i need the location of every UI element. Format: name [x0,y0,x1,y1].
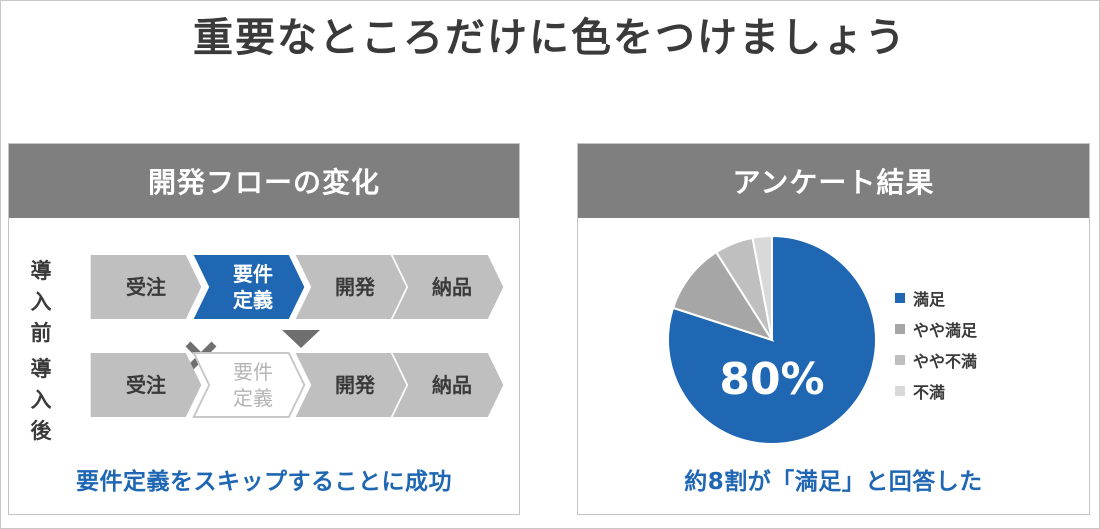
down-arrow-icon [282,330,320,348]
flow-step-label: 開発 [335,373,375,397]
pie-slice-1 [667,234,877,445]
legend-swatch [895,354,905,365]
legend-item-3: やや不満 [895,344,977,375]
flow-step-before-4: 納品 [391,254,505,320]
legend-label: 満足 [913,289,946,309]
flow-step-label: 受注 [126,275,166,299]
survey-caption: 約8割が「満足」と回答した [684,469,983,495]
flow-step-label: 納品 [432,275,472,299]
pie-slice-2 [671,250,775,342]
pie-slice-4 [751,234,773,341]
legend-label: やや不満 [913,351,978,371]
flow-step-before-1: 受注 [89,254,203,320]
flow-step-after-3: 開発 [294,352,408,418]
chevron-shape [392,254,504,320]
dev-flow-caption: 要件定義をスキップすることに成功 [76,469,452,495]
flow-step-label: 要件 定義 [233,360,273,410]
chevron-shape [295,352,407,418]
flow-step-label: 受注 [126,373,166,397]
legend-swatch [895,323,905,334]
chevron-shape [192,352,306,418]
row-label-before: 導入 前 [30,259,52,345]
legend-label: やや満足 [913,320,978,340]
flow-step-after-1: 受注 [89,352,203,418]
flow-step-before-3: 開発 [294,254,408,320]
chevron-shape [90,254,202,320]
chevron-shape [392,352,504,418]
chevron-shape [90,352,202,418]
page-title: 重要なところだけに色をつけましょう [193,15,907,61]
pie-center-value: 80% [719,354,825,405]
flow-step-after-2: 要件 定義 [192,352,306,418]
dev-flow-panel: 開発フローの変化 導入 前 導入 後 要件定義をスキップすることに成功 受注要件… [8,143,520,515]
survey-panel: アンケート結果 80% 満足やや満足やや不満不満 約8割が「満足」と回答した [577,143,1090,515]
flow-step-before-2: 要件 定義 [192,254,306,320]
flow-step-label: 要件 定義 [233,262,273,312]
legend-item-4: 不満 [895,375,977,406]
legend-item-2: やや満足 [895,313,977,344]
row-label-after: 導入 後 [30,357,52,443]
pie-chart [667,234,877,445]
flow-step-after-4: 納品 [391,352,505,418]
pie-legend: 満足やや満足やや不満不満 [895,282,977,406]
legend-label: 不満 [913,382,946,402]
legend-swatch [895,385,905,396]
chevron-shape [193,254,305,320]
dev-flow-header: 開発フローの変化 [9,144,519,218]
legend-swatch [895,292,905,303]
flow-step-label: 開発 [335,275,375,299]
flow-step-label: 納品 [432,373,472,397]
legend-item-1: 満足 [895,282,977,313]
survey-header: アンケート結果 [578,144,1089,218]
chevron-shape [295,254,407,320]
